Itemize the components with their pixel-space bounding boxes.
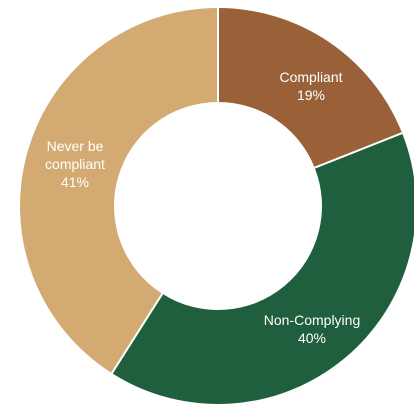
donut-label-1: Non-Complying 40% [264,312,360,346]
donut-label-0: Compliant 19% [279,69,342,103]
slice-divider-2 [111,293,164,374]
slice-divider-1 [314,132,403,169]
donut-slice-0 [218,8,403,168]
donut-slice-1 [111,133,414,404]
donut-label-1-line-1: 40% [298,330,326,346]
donut-label-2-line-2: 41% [61,174,89,190]
donut-label-2-line-1: compliant [45,156,105,172]
donut-label-2: Never be compliant 41% [45,138,105,190]
donut-label-0-line-0: Compliant [279,69,342,85]
donut-label-0-line-1: 19% [297,87,325,103]
donut-label-1-line-0: Non-Complying [264,312,360,328]
donut-label-2-line-0: Never be [47,138,104,154]
donut-slice-2 [19,8,218,374]
